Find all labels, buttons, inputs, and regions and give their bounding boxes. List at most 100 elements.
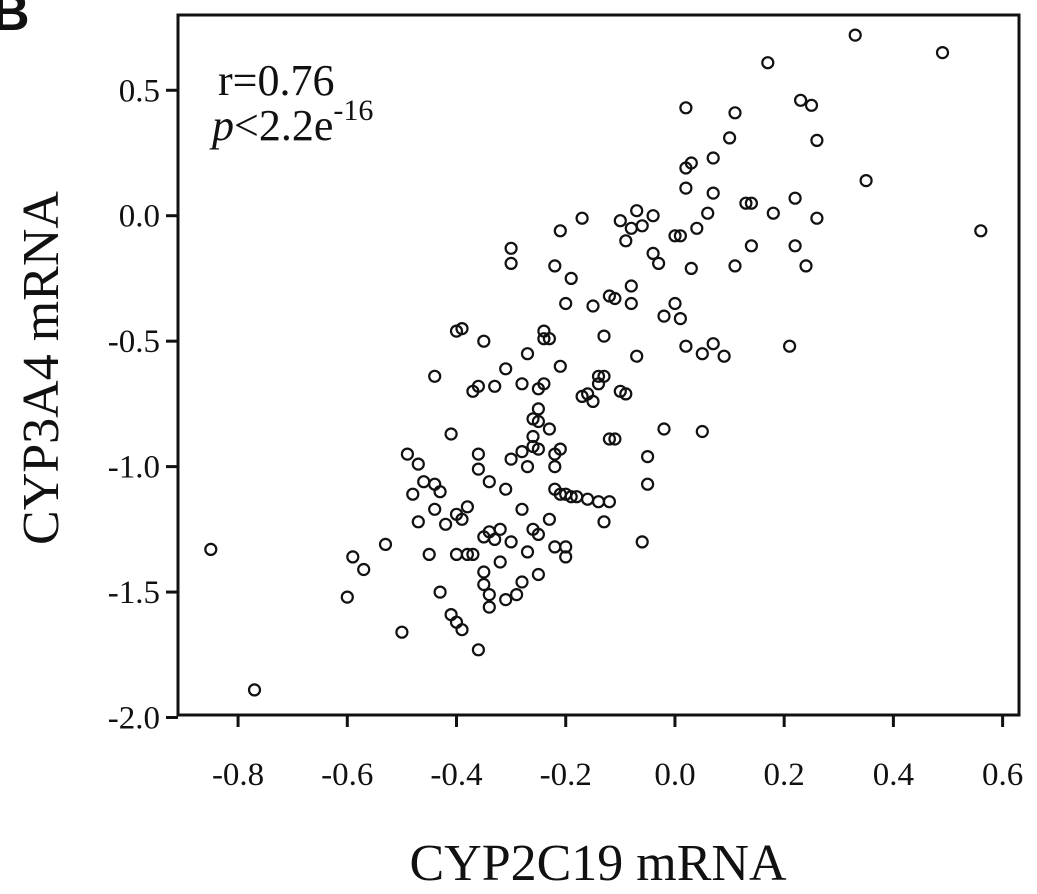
data-point: [515, 377, 529, 391]
data-point: [728, 259, 742, 273]
data-point: [788, 191, 802, 205]
data-point: [591, 369, 606, 383]
data-point: [471, 379, 485, 393]
data-point: [695, 347, 709, 361]
data-point: [504, 256, 518, 270]
data-point: [433, 485, 447, 499]
data-point: [695, 424, 709, 439]
data-point: [417, 475, 431, 489]
data-point: [542, 422, 557, 436]
data-point: [630, 204, 644, 218]
data-point: [482, 600, 496, 614]
data-point: [537, 324, 551, 338]
data-point: [531, 567, 546, 582]
data-point: [553, 224, 567, 238]
data-point: [848, 28, 862, 42]
data-point: [460, 547, 474, 562]
y-tick-label: -1.5: [108, 575, 160, 611]
r-value: r=0.76: [218, 56, 334, 105]
data-point: [537, 377, 551, 391]
data-point: [471, 462, 485, 476]
data-point: [477, 577, 491, 592]
data-point: [717, 349, 731, 363]
data-point: [624, 279, 638, 293]
data-point: [597, 329, 611, 343]
data-point: [591, 495, 606, 509]
data-point: [651, 256, 666, 270]
data-point: [793, 93, 808, 107]
x-tick-label: -0.8: [212, 757, 264, 793]
data-point: [668, 296, 682, 311]
data-point: [586, 394, 600, 408]
p-value: p<2.2e-16: [209, 94, 373, 150]
y-tick-label: 0.0: [119, 199, 160, 235]
data-point: [531, 442, 546, 456]
data-point: [657, 309, 671, 323]
data-point: [586, 299, 600, 313]
data-point: [761, 56, 775, 70]
data-point: [624, 221, 638, 235]
data-point: [422, 547, 436, 562]
data-point: [439, 517, 453, 531]
data-point: [690, 221, 704, 235]
x-tick-label: 0.4: [873, 757, 914, 793]
data-point: [640, 450, 655, 464]
data-point: [471, 643, 485, 657]
data-point: [520, 460, 535, 474]
data-point: [799, 259, 813, 273]
data-point: [706, 186, 720, 200]
data-point: [520, 347, 535, 361]
data-point: [488, 379, 502, 393]
x-axis-title: CYP2C19 mRNA: [409, 835, 787, 892]
data-point: [859, 174, 873, 188]
data-point: [602, 495, 617, 509]
data-point: [608, 291, 622, 306]
data-point: [564, 490, 578, 504]
data-point: [428, 369, 442, 383]
data-point: [630, 349, 644, 363]
y-tick-label: -1.0: [108, 450, 160, 486]
data-point: [531, 402, 546, 416]
data-point: [504, 535, 518, 549]
data-point: [722, 131, 737, 145]
data-point: [673, 229, 688, 243]
data-point: [395, 625, 409, 639]
data-point: [564, 271, 578, 285]
data-point: [619, 387, 633, 401]
y-axis-ticks: -2.0 -1.5 -1.0 -0.5 0.0 0.5: [108, 73, 178, 737]
data-point: [684, 261, 698, 275]
data-point: [553, 442, 567, 456]
data-point: [602, 432, 617, 446]
x-tick-label: 0.0: [654, 757, 695, 793]
data-point: [608, 432, 622, 446]
x-tick-label: -0.4: [430, 757, 482, 793]
data-point: [482, 475, 496, 489]
data-point: [531, 527, 546, 542]
p-symbol: p: [209, 101, 234, 150]
x-tick-label: -0.2: [540, 757, 592, 793]
data-point: [537, 332, 551, 346]
data-point: [455, 512, 469, 526]
data-point: [247, 683, 262, 697]
data-point: [477, 565, 491, 579]
data-point: [455, 623, 469, 637]
x-tick-label: -0.6: [321, 757, 373, 793]
data-point: [935, 45, 950, 60]
data-point: [624, 296, 638, 311]
data-point: [449, 547, 464, 562]
data-point: [433, 585, 447, 599]
data-point: [515, 575, 529, 589]
data-point: [744, 196, 759, 210]
p-value-text: <2.2e: [234, 101, 333, 150]
data-point: [619, 234, 633, 248]
data-point: [346, 550, 360, 564]
data-point: [635, 219, 649, 233]
data-point: [488, 532, 502, 547]
data-point: [788, 239, 802, 253]
data-point: [646, 246, 660, 260]
data-point: [504, 452, 518, 466]
data-point: [810, 133, 824, 147]
data-point: [411, 457, 425, 471]
p-exponent: -16: [333, 94, 373, 127]
